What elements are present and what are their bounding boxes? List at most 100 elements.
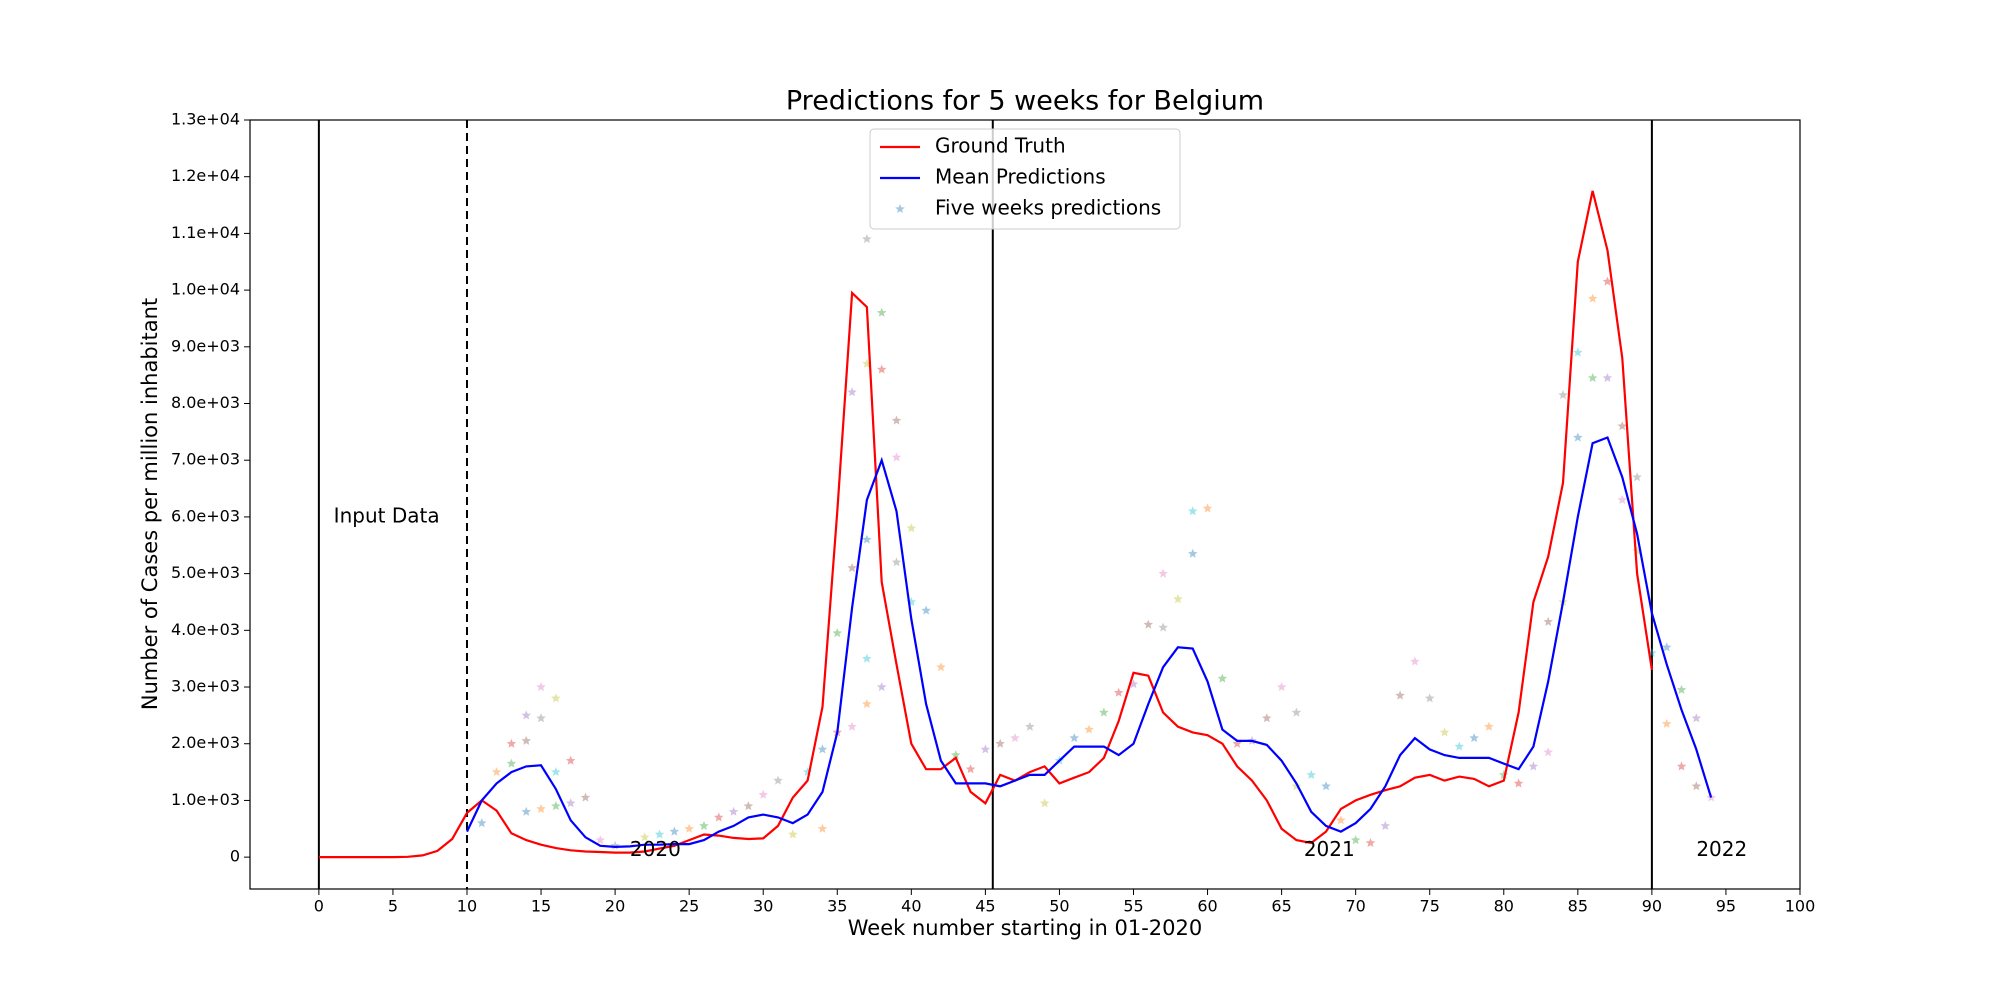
scatter-point [1691, 713, 1702, 723]
y-tick-label: 6.0e+03 [171, 506, 240, 525]
scatter-point [1469, 733, 1479, 743]
scatter-point [1158, 622, 1168, 632]
scatter-point [758, 789, 768, 799]
x-tick-label: 50 [1049, 897, 1069, 916]
legend-box [869, 128, 1181, 230]
scatter-point [891, 415, 902, 425]
scatter-point [1617, 494, 1627, 504]
x-tick-label: 20 [605, 897, 625, 916]
scatter-point [1691, 781, 1702, 791]
legend-label: Ground Truth [935, 134, 1066, 158]
scatter-point [891, 452, 902, 462]
scatter-point [1602, 276, 1613, 286]
scatter-point [1558, 390, 1568, 400]
legend-label: Mean Predictions [935, 165, 1106, 189]
scatter-point [817, 823, 828, 833]
y-tick-label: 3.0e+03 [171, 677, 240, 696]
scatter-point [847, 721, 857, 731]
scatter-point [536, 803, 546, 813]
scatter-point [1573, 432, 1583, 442]
scatter-point [1188, 506, 1198, 516]
scatter-point [876, 364, 887, 374]
scatter-point [1128, 679, 1139, 689]
scatter-point [1350, 835, 1361, 845]
scatter-point [965, 764, 976, 774]
scatter-point [565, 755, 576, 765]
scatter-point [1276, 682, 1287, 692]
scatter-point [788, 829, 798, 839]
x-tick-label: 55 [1123, 897, 1143, 916]
scatter-point [1528, 761, 1539, 771]
x-tick-label: 70 [1345, 897, 1365, 916]
scatter-point [654, 829, 665, 839]
scatter-point [773, 775, 783, 785]
scatter-point [862, 234, 872, 244]
scatter-point [1410, 656, 1420, 666]
scatter-point [891, 557, 902, 567]
x-tick-label: 80 [1494, 897, 1514, 916]
annotation: 2020 [630, 837, 681, 861]
scatter-point [1173, 594, 1183, 604]
scatter-point [876, 307, 887, 317]
scatter-point [580, 792, 591, 802]
scatter-point [1661, 718, 1672, 728]
scatter-point [506, 758, 517, 768]
scatter-point [743, 801, 754, 811]
scatter-point [551, 801, 561, 811]
x-tick-label: 85 [1568, 897, 1588, 916]
scatter-point [714, 812, 724, 822]
scatter-point [1573, 347, 1583, 357]
scatter-point [980, 744, 991, 754]
scatter-point [551, 767, 561, 777]
series-line [318, 190, 1653, 859]
scatter-point [1587, 293, 1598, 303]
scatter-point [565, 798, 576, 808]
scatter-point [1676, 684, 1687, 694]
scatter-point [1617, 421, 1627, 431]
scatter-point [1025, 721, 1035, 731]
annotation: Input Data [334, 503, 440, 527]
x-tick-label: 75 [1420, 897, 1440, 916]
scatter-point [995, 738, 1005, 748]
scatter-point [1632, 472, 1642, 482]
scatter-point [1084, 724, 1094, 734]
x-tick-label: 40 [901, 897, 921, 916]
scatter-point [1425, 693, 1435, 703]
x-tick-label: 35 [827, 897, 847, 916]
scatter-point [1602, 373, 1613, 382]
y-axis-label: Number of Cases per million inhabitant [138, 298, 162, 710]
scatter-point [536, 713, 546, 723]
scatter-point [610, 840, 620, 850]
scatter-point [1217, 673, 1228, 683]
scatter-point [1232, 738, 1242, 748]
x-tick-label: 5 [388, 897, 398, 916]
scatter-point [1143, 619, 1154, 629]
scatter-point [906, 523, 917, 533]
x-tick-label: 10 [457, 897, 477, 916]
y-tick-label: 8.0e+03 [171, 393, 240, 412]
y-tick-label: 1.0e+04 [171, 280, 240, 299]
scatter-point [847, 563, 857, 572]
x-tick-label: 90 [1642, 897, 1662, 916]
scatter-point [1543, 747, 1553, 757]
scatter-point [1499, 769, 1509, 779]
y-tick-label: 1.1e+04 [171, 223, 240, 242]
scatter-point [506, 738, 517, 748]
scatter-point [1291, 707, 1302, 717]
scatter-point [1454, 741, 1465, 751]
scatter-point [1010, 733, 1020, 743]
legend-marker [895, 204, 905, 213]
scatter-point [862, 653, 872, 663]
scatter-point [1039, 798, 1050, 808]
scatter-point [1513, 778, 1524, 788]
y-tick-label: 2.0e+03 [171, 733, 240, 752]
chart-title: Predictions for 5 weeks for Belgium [786, 86, 1264, 117]
scatter-point [1676, 761, 1687, 771]
scatter-point [951, 750, 961, 760]
scatter-point [936, 662, 946, 672]
y-tick-label: 1.3e+04 [171, 110, 240, 129]
scatter-point [491, 767, 502, 777]
scatter-point [847, 387, 857, 397]
scatter-point [1587, 373, 1598, 382]
